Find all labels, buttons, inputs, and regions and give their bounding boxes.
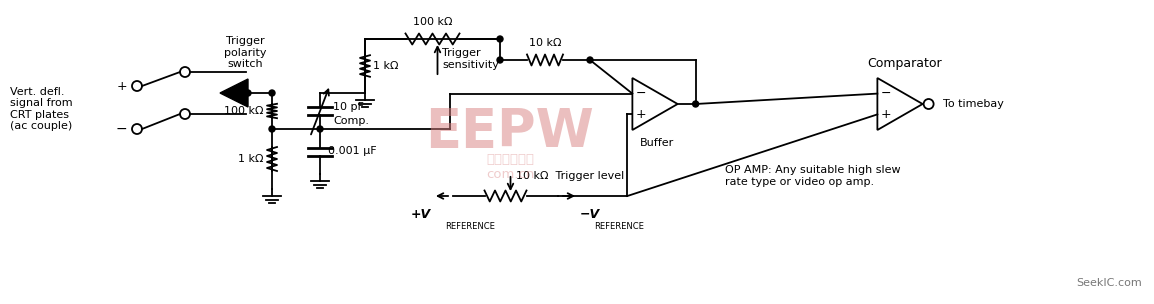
Text: EEPW: EEPW bbox=[426, 106, 594, 158]
Text: 1 kΩ: 1 kΩ bbox=[373, 61, 398, 71]
Circle shape bbox=[587, 57, 593, 63]
Text: 10 kΩ: 10 kΩ bbox=[529, 38, 561, 48]
Text: −: − bbox=[882, 87, 892, 100]
Circle shape bbox=[269, 90, 275, 96]
Text: OP AMP: Any suitable high slew
rate type or video op amp.: OP AMP: Any suitable high slew rate type… bbox=[725, 165, 900, 187]
Text: 10 kΩ  Trigger level: 10 kΩ Trigger level bbox=[516, 171, 624, 181]
Text: 1 kΩ: 1 kΩ bbox=[239, 154, 264, 164]
Text: REFERENCE: REFERENCE bbox=[445, 222, 495, 231]
Text: Comp.: Comp. bbox=[334, 116, 369, 126]
Text: 100 kΩ: 100 kΩ bbox=[413, 17, 452, 27]
Circle shape bbox=[245, 90, 252, 96]
Text: REFERENCE: REFERENCE bbox=[594, 222, 644, 231]
Circle shape bbox=[692, 101, 698, 107]
Text: Buffer: Buffer bbox=[639, 138, 674, 148]
Circle shape bbox=[317, 126, 323, 132]
Text: −: − bbox=[636, 87, 646, 100]
Text: −: − bbox=[115, 122, 127, 136]
Text: SeekIC.com: SeekIC.com bbox=[1077, 278, 1142, 288]
Text: +: + bbox=[881, 108, 892, 121]
Text: +: + bbox=[117, 80, 127, 92]
Text: Trigger
polarity
switch: Trigger polarity switch bbox=[224, 36, 267, 69]
Circle shape bbox=[497, 36, 503, 42]
Text: 100 kΩ: 100 kΩ bbox=[225, 106, 264, 116]
Circle shape bbox=[497, 57, 503, 63]
Text: Trigger
sensitivity: Trigger sensitivity bbox=[442, 48, 500, 70]
Text: Vert. defl.
signal from
CRT plates
(ac couple): Vert. defl. signal from CRT plates (ac c… bbox=[10, 87, 73, 131]
Text: −V: −V bbox=[580, 208, 600, 220]
Text: +V: +V bbox=[411, 208, 430, 220]
Text: 10 pF: 10 pF bbox=[334, 102, 364, 112]
Text: 0.001 μF: 0.001 μF bbox=[328, 147, 376, 157]
Circle shape bbox=[269, 126, 275, 132]
Text: To timebay: To timebay bbox=[943, 99, 1004, 109]
Text: 电子产品世界
com.cn: 电子产品世界 com.cn bbox=[486, 153, 534, 181]
Text: Comparator: Comparator bbox=[868, 57, 943, 70]
Polygon shape bbox=[220, 79, 248, 107]
Text: +: + bbox=[636, 108, 646, 121]
